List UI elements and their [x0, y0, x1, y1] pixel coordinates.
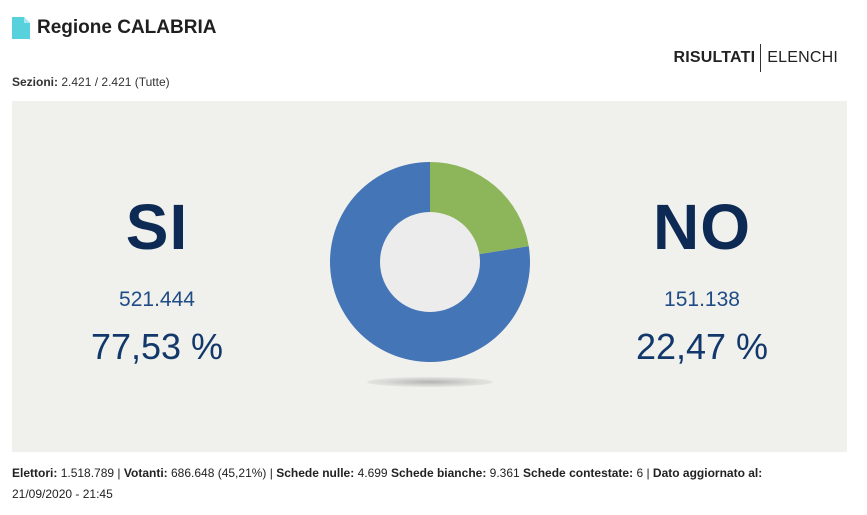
no-result: NO 151.138 22,47 % — [572, 189, 832, 367]
view-tabs: RISULTATI ELENCHI — [667, 44, 844, 72]
votanti-value: 686.648 (45,21%) — [171, 466, 267, 480]
bianche-label: Schede bianche: — [390, 466, 487, 480]
sezioni-value: 2.421 / 2.421 (Tutte) — [61, 75, 170, 89]
si-label: SI — [125, 191, 189, 263]
si-result: SI 521.444 77,53 % — [27, 189, 287, 367]
page-header: Regione CALABRIA — [12, 14, 216, 42]
no-percent: 22,47 % — [635, 326, 769, 367]
results-panel: SI 521.444 77,53 % NO 151.138 22,47 % — [12, 101, 847, 452]
page-title: Regione CALABRIA — [37, 17, 217, 38]
results-donut-chart — [330, 162, 530, 362]
aggiornato-label: Dato aggiornato al: — [652, 466, 763, 480]
tab-elenchi[interactable]: ELENCHI — [767, 49, 838, 66]
summary-footer: Elettori: 1.518.789 | Votanti: 686.648 (… — [12, 466, 763, 501]
chart-shadow — [367, 377, 493, 387]
no-votes: 151.138 — [664, 288, 740, 311]
tab-divider — [760, 44, 762, 72]
contestate-value: 6 — [636, 466, 644, 480]
aggiornato-value: 21/09/2020 - 21:45 — [12, 487, 113, 501]
nulle-value: 4.699 — [357, 466, 388, 480]
sezioni-info: Sezioni: 2.421 / 2.421 (Tutte) — [12, 75, 170, 89]
nulle-label: Schede nulle: — [276, 466, 355, 480]
contestate-label: Schede contestate: — [523, 466, 634, 480]
document-icon — [12, 17, 30, 39]
bianche-value: 9.361 — [489, 466, 520, 480]
donut-hole — [380, 212, 480, 312]
elettori-label: Elettori: — [12, 466, 58, 480]
tab-risultati[interactable]: RISULTATI — [673, 49, 756, 66]
no-label: NO — [653, 191, 751, 263]
sezioni-label: Sezioni: — [12, 75, 59, 89]
si-votes: 521.444 — [119, 288, 195, 311]
votanti-label: Votanti: — [123, 466, 168, 480]
si-percent: 77,53 % — [90, 326, 224, 367]
elettori-value: 1.518.789 — [60, 466, 115, 480]
